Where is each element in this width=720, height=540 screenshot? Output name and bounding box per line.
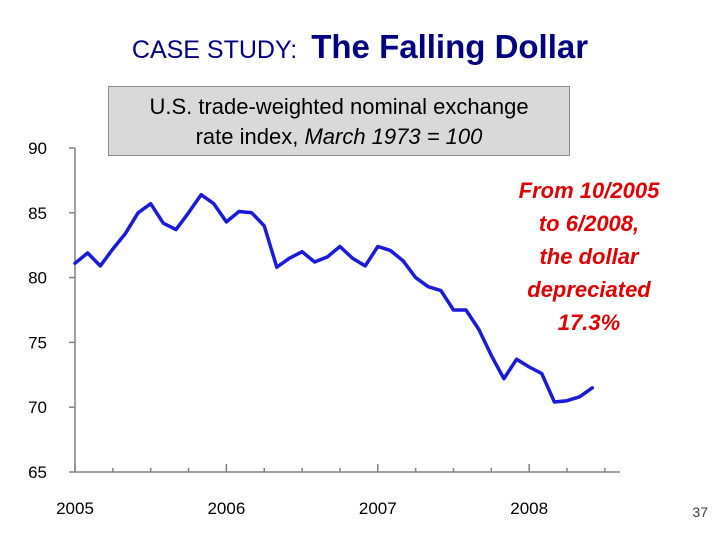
slide-title: CASE STUDY: The Falling Dollar [0, 28, 720, 66]
title-main: The Falling Dollar [311, 28, 589, 65]
y-tick-label: 90 [28, 139, 47, 158]
x-tick-label: 2008 [510, 499, 548, 518]
subtitle-line-2-italic: March 1973 = 100 [304, 124, 483, 149]
annotation-line-2: to 6/2008, [538, 211, 640, 236]
x-tick-label: 2007 [359, 499, 397, 518]
exchange-rate-line [73, 192, 595, 404]
slide-number: 37 [692, 504, 708, 520]
x-tick-label: 2005 [56, 499, 94, 518]
x-axis: 2005 2006 2007 2008 [56, 464, 620, 518]
annotation-line-4: depreciated [527, 277, 651, 302]
chart-subtitle-box: U.S. trade-weighted nominal exchange rat… [108, 86, 570, 156]
y-tick-label: 80 [28, 269, 47, 288]
x-tick-label: 2006 [207, 499, 245, 518]
y-tick-label: 70 [28, 398, 47, 417]
y-tick-label: 85 [28, 204, 47, 223]
subtitle-line-2: rate index, March 1973 = 100 [109, 122, 569, 152]
title-prefix: CASE STUDY: [131, 36, 298, 64]
annotation-line-1: From 10/2005 [518, 178, 660, 203]
subtitle-line-1: U.S. trade-weighted nominal exchange [149, 94, 529, 119]
annotation-line-5: 17.3% [557, 310, 621, 335]
y-tick-label: 75 [28, 333, 47, 352]
annotation-line-3: the dollar [539, 244, 639, 269]
y-axis: 65 70 75 80 85 90 [28, 139, 76, 482]
depreciation-annotation: From 10/2005 to 6/2008, the dollar depre… [484, 174, 694, 339]
series [73, 192, 595, 404]
subtitle-line-2-text: rate index, [195, 124, 305, 149]
y-tick-label: 65 [28, 463, 47, 482]
